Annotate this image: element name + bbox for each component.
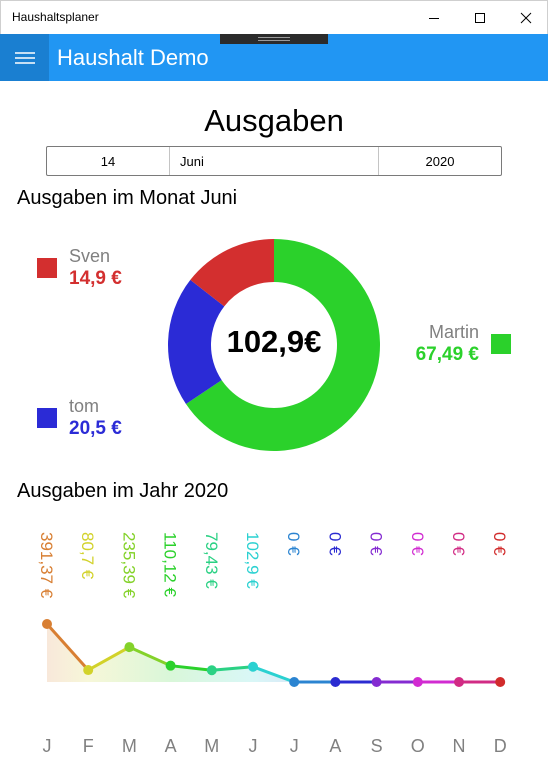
legend-name: Martin <box>428 322 479 342</box>
donut-total: 102,9€ <box>226 324 322 359</box>
value-label: 110,12 € <box>161 532 180 597</box>
value-label: 391,37 € <box>37 532 56 599</box>
data-point <box>330 677 341 687</box>
legend-name: tom <box>69 396 100 416</box>
line-segment <box>210 665 255 672</box>
data-point <box>495 677 506 687</box>
menu-button[interactable] <box>0 34 49 81</box>
data-point <box>289 677 300 687</box>
line-segment <box>45 622 90 672</box>
close-button[interactable] <box>503 1 548 35</box>
value-label: 0 € <box>490 532 509 556</box>
data-point <box>83 665 94 676</box>
data-point <box>412 677 423 687</box>
year-section-title: Ausgaben im Jahr 2020 <box>17 480 229 502</box>
drag-handle[interactable] <box>220 34 328 44</box>
month-label: S <box>371 736 383 756</box>
date-picker-month[interactable]: Juni <box>170 147 379 175</box>
legend-amount: 67,49 € <box>415 344 479 365</box>
close-icon <box>520 12 532 24</box>
legend-swatch <box>37 408 57 428</box>
data-point <box>248 661 258 672</box>
value-label: 0 € <box>284 532 303 556</box>
date-picker[interactable]: 14 Juni 2020 <box>46 146 502 176</box>
data-point <box>371 677 382 687</box>
line-segment <box>86 645 131 672</box>
line-segment <box>127 645 173 668</box>
data-point <box>454 677 464 687</box>
month-label: J <box>290 736 299 756</box>
donut-slice-sven <box>190 239 274 307</box>
date-picker-year[interactable]: 2020 <box>425 153 455 169</box>
data-point <box>206 665 217 676</box>
line-segment <box>169 664 214 672</box>
month-label: F <box>83 736 94 756</box>
month-label: D <box>494 736 507 756</box>
maximize-icon <box>475 13 485 23</box>
legend-amount: 14,9 € <box>69 268 122 289</box>
legend-amount: 20,5 € <box>69 418 122 439</box>
value-label: 0 € <box>449 532 468 556</box>
data-point <box>42 619 52 629</box>
month-label: J <box>249 736 258 756</box>
month-label: M <box>122 736 137 756</box>
minimize-icon <box>429 18 439 19</box>
value-label: 102,9 € <box>243 532 262 589</box>
value-label: 0 € <box>367 532 386 556</box>
data-point <box>124 642 135 653</box>
month-label: J <box>43 736 52 756</box>
legend-name: Sven <box>69 246 111 266</box>
value-label: 79,43 € <box>202 532 221 589</box>
line-area-fill <box>47 624 501 682</box>
window-titlebar: Haushaltsplaner <box>0 0 548 34</box>
month-label: N <box>453 736 466 756</box>
hamburger-menu-icon <box>14 51 35 64</box>
data-point <box>165 660 176 671</box>
month-label: O <box>411 736 425 756</box>
legend-swatch <box>491 334 511 354</box>
app-title: Haushalt Demo <box>57 45 209 70</box>
value-label: 80,7 € <box>78 532 97 580</box>
month-label: M <box>204 736 219 756</box>
window-title: Haushaltsplaner <box>12 10 99 24</box>
value-label: 0 € <box>408 532 427 556</box>
month-label: A <box>329 736 341 756</box>
value-label: 235,39 € <box>119 532 138 599</box>
year-line-chart: 391,37 € J 80,7 € F 235,39 € M 110,12 € A 79,43 … <box>37 532 509 756</box>
month-section-title: Ausgaben im Monat Juni <box>17 187 238 209</box>
month-label: A <box>165 736 177 756</box>
minimize-button[interactable] <box>411 1 457 35</box>
maximize-button[interactable] <box>457 1 503 35</box>
page-title: Ausgaben <box>204 103 344 138</box>
value-label: 0 € <box>325 532 344 556</box>
line-segment <box>251 665 296 684</box>
legend-swatch <box>37 258 57 278</box>
date-picker-day[interactable]: 14 <box>47 147 170 175</box>
